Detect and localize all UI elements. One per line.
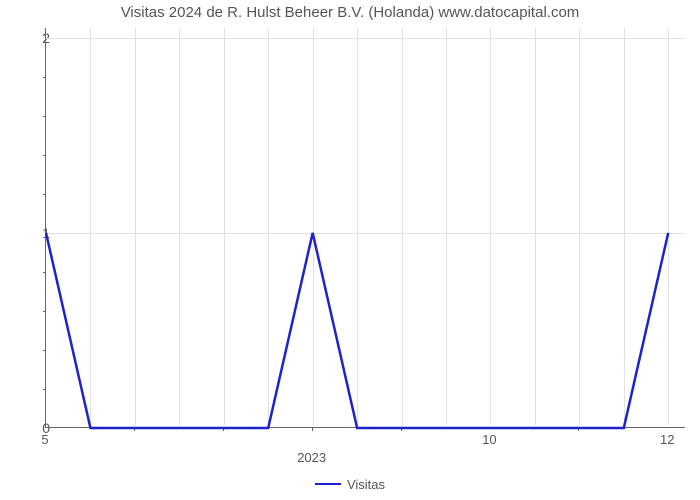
- line-series-svg: [46, 28, 686, 428]
- x-tick-label: 10: [482, 432, 496, 447]
- y-tick-label: 2: [10, 30, 50, 46]
- series-line: [46, 233, 668, 428]
- x-secondary-label: 2023: [297, 450, 326, 465]
- plot-wrap: [45, 28, 685, 428]
- legend: Visitas: [0, 472, 700, 492]
- legend-item: Visitas: [315, 477, 385, 492]
- legend-label: Visitas: [347, 477, 385, 492]
- legend-swatch: [315, 483, 341, 485]
- plot-area: [45, 28, 685, 428]
- x-minor-tick: [312, 428, 313, 431]
- chart-title: Visitas 2024 de R. Hulst Beheer B.V. (Ho…: [0, 4, 700, 21]
- x-tick-label: 12: [660, 432, 674, 447]
- y-tick-label: 1: [10, 225, 50, 241]
- chart-root: Visitas 2024 de R. Hulst Beheer B.V. (Ho…: [0, 0, 700, 500]
- x-tick-label: 5: [41, 432, 48, 447]
